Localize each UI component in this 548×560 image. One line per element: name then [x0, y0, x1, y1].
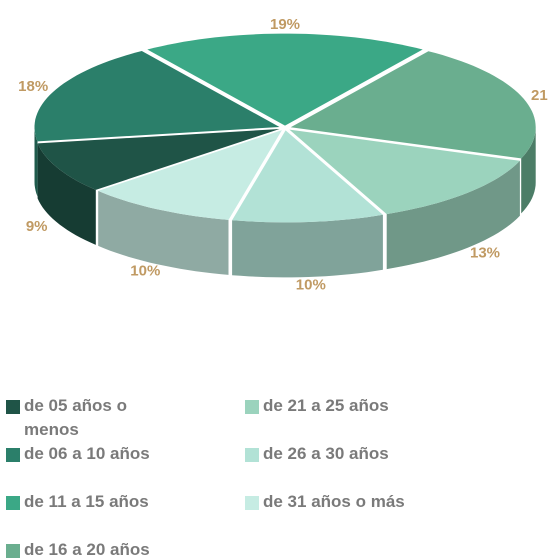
legend-item: de 11 a 15 años [6, 492, 181, 514]
legend-swatch [245, 496, 259, 510]
pie-side [386, 160, 520, 270]
data-label: 9% [26, 218, 48, 235]
pie-slice [37, 129, 280, 190]
legend-label: de 05 años o menos [24, 396, 127, 439]
pie-slice [147, 33, 423, 126]
data-label: 10% [296, 277, 326, 294]
pie-side [521, 127, 536, 214]
pie-side [98, 190, 229, 275]
pie-side [232, 214, 383, 278]
legend-label: de 16 a 20 años [24, 540, 150, 559]
data-label: 19% [270, 16, 300, 33]
legend-item: de 21 a 25 años [245, 396, 420, 418]
pie-slice [290, 51, 536, 159]
legend-item: de 06 a 10 años [6, 444, 181, 466]
legend-label: de 21 a 25 años [263, 396, 389, 415]
legend-label: de 26 a 30 años [263, 444, 389, 463]
data-label: 13% [470, 244, 500, 261]
data-label: 21% [531, 87, 548, 104]
legend-swatch [245, 400, 259, 414]
legend-swatch [245, 448, 259, 462]
data-label: 10% [130, 263, 160, 280]
pie-chart: 9% 18% 19% 21% 13% 10% 10% [18, 16, 548, 294]
legend-swatch [6, 400, 20, 414]
legend-item: de 05 años o menos [6, 396, 181, 442]
legend-item: de 26 a 30 años [245, 444, 420, 466]
pie-side [34, 127, 38, 197]
legend-label: de 31 años o más [263, 492, 405, 511]
legend-item: de 16 a 20 años [6, 540, 181, 560]
pie-slice [34, 51, 280, 142]
legend-swatch [6, 496, 20, 510]
legend-label: de 06 a 10 años [24, 444, 150, 463]
pie-slice [289, 129, 520, 215]
data-label: 18% [18, 78, 48, 95]
pie-slice [98, 130, 282, 220]
legend-label: de 11 a 15 años [24, 492, 149, 511]
pie-side [37, 143, 96, 245]
legend-swatch [6, 544, 20, 558]
legend-swatch [6, 448, 20, 462]
pie-slice [232, 130, 383, 223]
legend-item: de 31 años o más [245, 492, 420, 514]
